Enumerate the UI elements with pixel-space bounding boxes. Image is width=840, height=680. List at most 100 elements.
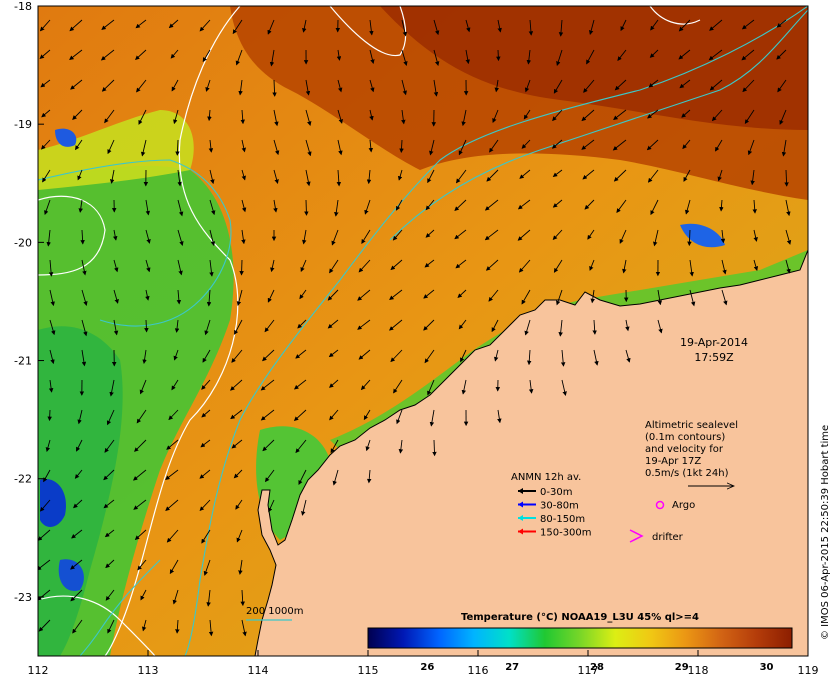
velocity-arrow xyxy=(145,229,151,244)
velocity-arrow xyxy=(687,229,692,247)
velocity-arrow xyxy=(521,139,531,149)
velocity-arrow xyxy=(368,139,374,153)
velocity-arrow xyxy=(301,499,307,516)
x-tick-label: 118 xyxy=(688,664,709,677)
x-tick-label: 115 xyxy=(358,664,379,677)
velocity-arrow xyxy=(684,199,691,215)
velocity-arrow xyxy=(201,409,211,418)
velocity-arrow xyxy=(519,169,531,179)
velocity-arrow xyxy=(140,589,147,601)
velocity-arrow xyxy=(81,319,88,337)
velocity-arrow xyxy=(206,589,211,607)
velocity-arrow xyxy=(709,19,723,31)
velocity-arrow xyxy=(39,19,51,32)
velocity-arrow xyxy=(497,19,502,33)
velocity-arrow xyxy=(616,199,627,214)
velocity-arrow xyxy=(238,559,243,575)
velocity-arrow xyxy=(38,589,51,601)
velocity-arrow xyxy=(625,319,630,332)
argo-label: Argo xyxy=(672,500,695,511)
velocity-arrow xyxy=(715,139,723,152)
map-time: 17:59Z xyxy=(694,351,734,364)
velocity-arrow xyxy=(76,439,83,452)
velocity-arrow xyxy=(302,229,307,245)
velocity-arrow xyxy=(177,229,184,246)
velocity-arrow xyxy=(337,109,343,124)
velocity-arrow xyxy=(199,499,211,512)
velocity-arrow xyxy=(517,229,531,241)
velocity-arrow xyxy=(650,19,659,31)
velocity-arrow xyxy=(390,349,403,363)
velocity-arrow xyxy=(104,529,115,538)
velocity-arrow xyxy=(209,169,215,185)
velocity-arrow xyxy=(586,49,595,65)
velocity-arrow xyxy=(389,289,403,301)
velocity-arrow xyxy=(709,79,723,91)
velocity-arrow xyxy=(208,619,214,637)
velocity-arrow xyxy=(41,109,51,118)
velocity-arrow xyxy=(173,109,179,125)
velocity-arrow xyxy=(145,289,150,301)
velocity-arrow xyxy=(484,229,499,241)
velocity-arrow xyxy=(105,559,115,569)
velocity-arrow xyxy=(330,439,339,454)
velocity-arrow xyxy=(455,259,467,269)
velocity-arrow xyxy=(653,229,659,247)
velocity-arrow xyxy=(262,439,275,452)
altimetry-line-2: (0.1m contours) xyxy=(645,432,725,443)
velocity-arrow xyxy=(369,79,375,93)
velocity-arrow xyxy=(106,409,115,426)
velocity-arrow xyxy=(396,409,403,425)
velocity-arrow xyxy=(329,259,339,274)
velocity-arrow xyxy=(175,139,180,156)
velocity-arrow xyxy=(203,559,211,576)
velocity-arrow xyxy=(484,199,499,211)
altimetry-line-4: 19-Apr 17Z xyxy=(645,456,701,467)
velocity-arrow xyxy=(401,109,406,125)
velocity-arrow xyxy=(364,199,371,215)
velocity-arrow xyxy=(357,289,371,301)
velocity-arrow xyxy=(465,49,470,65)
velocity-arrow xyxy=(657,319,663,334)
velocity-arrow xyxy=(134,529,147,541)
velocity-arrow xyxy=(199,469,211,479)
velocity-arrow xyxy=(293,379,307,390)
velocity-arrow xyxy=(489,139,499,153)
x-tick-label: 112 xyxy=(28,664,49,677)
velocity-arrow xyxy=(232,19,243,35)
velocity-arrow xyxy=(172,589,179,605)
velocity-arrow xyxy=(393,379,403,394)
velocity-arrow xyxy=(201,379,211,390)
velocity-arrow xyxy=(239,259,244,276)
velocity-arrow xyxy=(741,49,755,61)
velocity-arrow xyxy=(752,199,757,214)
velocity-arrow xyxy=(683,169,691,182)
velocity-arrow xyxy=(486,169,499,182)
velocity-arrow xyxy=(136,409,147,424)
velocity-arrow xyxy=(260,379,275,391)
velocity-arrow xyxy=(206,289,212,307)
velocity-arrow xyxy=(523,109,531,120)
velocity-arrow xyxy=(273,139,280,156)
velocity-arrow xyxy=(556,289,563,306)
velocity-arrow xyxy=(331,229,339,246)
velocity-arrow xyxy=(268,499,275,513)
velocity-arrow xyxy=(491,319,499,333)
velocity-arrow xyxy=(432,439,437,457)
velocity-arrow xyxy=(103,499,115,509)
velocity-arrow xyxy=(365,439,371,452)
velocity-arrow xyxy=(140,139,147,157)
velocity-arrow xyxy=(721,289,728,306)
plot-frame xyxy=(37,5,809,657)
velocity-arrow xyxy=(113,259,119,273)
velocity-arrow xyxy=(136,79,147,93)
velocity-arrow xyxy=(297,319,307,329)
velocity-arrow xyxy=(241,199,247,213)
velocity-arrow xyxy=(72,109,83,120)
velocity-arrow xyxy=(177,169,182,187)
velocity-arrow xyxy=(236,529,243,543)
velocity-arrow xyxy=(49,349,55,365)
velocity-arrow xyxy=(558,319,563,337)
velocity-arrow xyxy=(625,349,631,363)
altimetry-line-3: and velocity for xyxy=(645,444,724,455)
